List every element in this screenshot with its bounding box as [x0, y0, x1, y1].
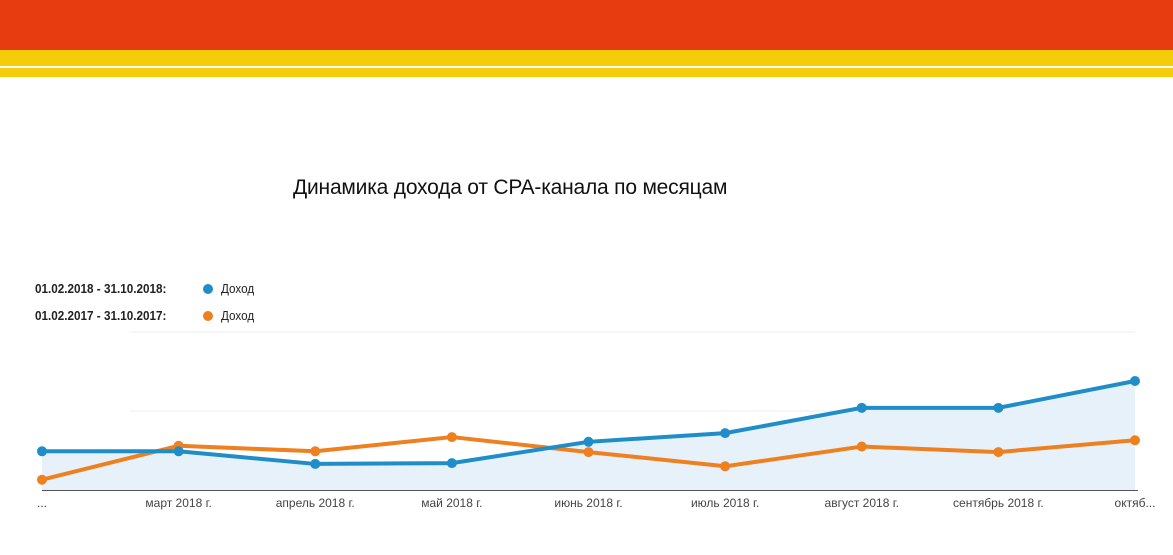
- header-red-band: [0, 0, 1173, 50]
- x-tick-label-4: июнь 2018 г.: [554, 496, 622, 510]
- series-0-point-4: [583, 436, 594, 447]
- series-0-area: [42, 380, 1135, 490]
- legend-label-2018: Доход: [221, 281, 255, 296]
- legend-range-2017: 01.02.2017 - 31.10.2017:: [35, 308, 167, 323]
- header-divider: [0, 66, 1173, 68]
- series-1-point-6: [856, 441, 867, 452]
- series-1-point-8: [1130, 435, 1140, 446]
- series-0-point-8: [1130, 375, 1140, 386]
- series-0-point-5: [720, 428, 731, 439]
- series-1-point-2: [310, 446, 321, 457]
- series-0-point-2: [310, 458, 321, 469]
- series-1-point-3: [446, 432, 457, 443]
- series-0-point-6: [856, 402, 867, 413]
- series-0-point-1: [173, 446, 184, 457]
- x-tick-label-7: сентябрь 2018 г.: [953, 496, 1044, 510]
- x-tick-label-3: май 2018 г.: [421, 496, 482, 510]
- legend-item-2018[interactable]: 01.02.2018 - 31.10.2018: Доход: [35, 275, 258, 302]
- series-1-point-5: [720, 461, 731, 472]
- x-tick-label-8: октяб...: [1115, 496, 1156, 510]
- x-tick-label-2: апрель 2018 г.: [276, 496, 355, 510]
- series-1-point-0: [37, 474, 47, 485]
- legend-label-2017: Доход: [221, 308, 255, 323]
- legend-dot-2017-icon: [203, 310, 213, 321]
- line-chart: ... март 2018 г. апрель 2018 г. май 2018 г.…: [37, 331, 1156, 510]
- series-0-point-0: [37, 446, 47, 457]
- legend-range-2018: 01.02.2018 - 31.10.2018:: [35, 281, 167, 296]
- series-0-point-7: [993, 402, 1004, 413]
- x-tick-label-5: июль 2018 г.: [691, 496, 759, 510]
- series-1-point-7: [993, 447, 1004, 458]
- series-0-point-3: [446, 458, 457, 469]
- header-yellow-stripe: [0, 68, 1173, 77]
- chart-title: Динамика дохода от CPA-канала по месяцам: [293, 176, 728, 199]
- x-tick-label-0: ...: [37, 496, 47, 510]
- x-tick-label-6: август 2018 г.: [825, 496, 899, 510]
- legend-item-2017[interactable]: 01.02.2017 - 31.10.2017: Доход: [35, 302, 258, 329]
- chart-legend: 01.02.2018 - 31.10.2018: Доход 01.02.201…: [35, 275, 258, 329]
- series-1-point-4: [583, 447, 594, 458]
- legend-dot-2018-icon: [203, 283, 213, 294]
- header-yellow-band: [0, 50, 1173, 66]
- x-tick-label-1: март 2018 г.: [145, 496, 211, 510]
